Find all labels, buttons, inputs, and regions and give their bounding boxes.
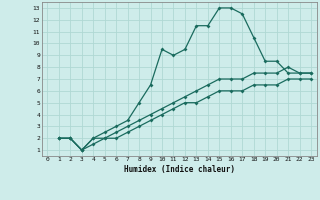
X-axis label: Humidex (Indice chaleur): Humidex (Indice chaleur): [124, 165, 235, 174]
